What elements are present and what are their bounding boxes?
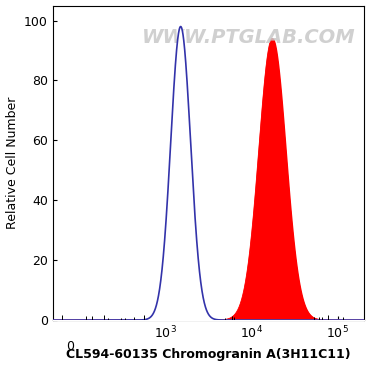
- Text: WWW.PTGLAB.COM: WWW.PTGLAB.COM: [142, 28, 356, 47]
- X-axis label: CL594-60135 Chromogranin A(3H11C11): CL594-60135 Chromogranin A(3H11C11): [66, 348, 351, 361]
- Text: 0: 0: [66, 339, 74, 353]
- Y-axis label: Relative Cell Number: Relative Cell Number: [6, 97, 18, 229]
